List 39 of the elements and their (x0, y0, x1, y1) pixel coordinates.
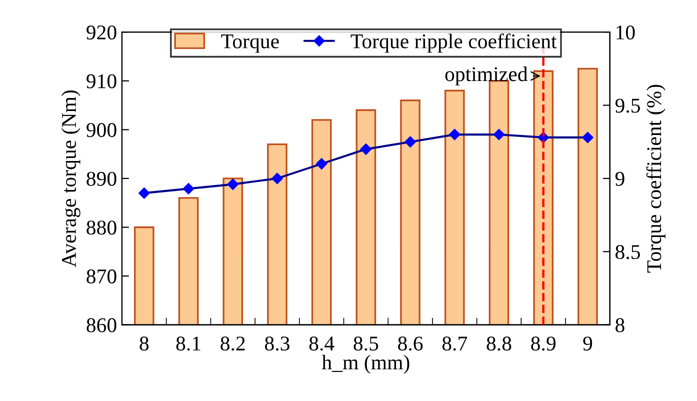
y2-tick-label: 10 (616, 25, 635, 40)
y-tick-label: 870 (86, 269, 116, 284)
point (227, 178, 238, 190)
point (449, 128, 460, 140)
x-tick-label: 8.7 (442, 336, 468, 351)
y2-axis-title: Torque coefficient (%) (646, 84, 666, 273)
x-tick-label: 9 (583, 336, 592, 351)
x-tick-label: 8.8 (486, 336, 512, 351)
x-tick-label: 8.5 (354, 336, 378, 351)
x-tick-label: 8.3 (264, 336, 290, 351)
x-tick-label: 8.2 (220, 336, 245, 351)
x-tick-label: 8.1 (176, 336, 200, 351)
ref-line-label: optimized (445, 66, 528, 86)
y2-tick-label: 8 (616, 318, 624, 332)
y2-tick-label: 9 (615, 172, 624, 186)
x-tick-label: 8 (140, 336, 149, 351)
y-tick-label: 900 (86, 123, 116, 138)
y-axis-title: Average torque (Nm) (61, 90, 80, 268)
point (272, 172, 283, 184)
point (138, 187, 150, 199)
point (404, 136, 416, 148)
legend-label: Torque ripple coefficient (350, 33, 557, 53)
point (182, 183, 194, 194)
x-axis-title: h_m (mm) (322, 354, 410, 374)
y-tick-label: 860 (86, 318, 116, 332)
y-tick-label: 890 (86, 172, 116, 186)
point (316, 158, 328, 170)
y2-tick-label: 9.5 (615, 98, 640, 113)
y-tick-label: 920 (86, 25, 116, 40)
y-tick-label: 880 (86, 220, 116, 235)
y2-tick-label: 8.5 (616, 245, 640, 260)
point (582, 132, 594, 144)
point (360, 144, 372, 155)
x-tick-label: 8.4 (309, 336, 334, 351)
y-tick-label: 910 (86, 74, 116, 88)
x-tick-label: 8.6 (398, 336, 423, 351)
point (493, 128, 505, 140)
legend-label: Torque (221, 34, 279, 53)
x-tick-label: 8.9 (531, 336, 556, 351)
